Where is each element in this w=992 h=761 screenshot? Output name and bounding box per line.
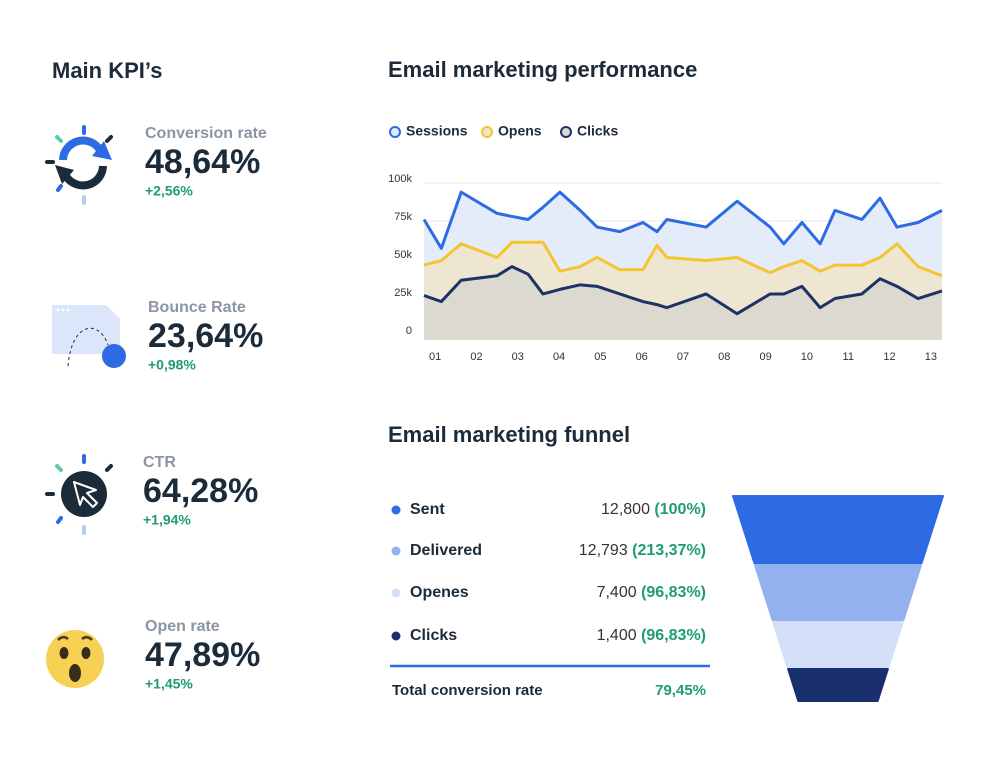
- row-value: 12,793 (213,37%): [579, 542, 706, 559]
- kpi-title: Main KPI’s: [52, 58, 162, 83]
- kpi-change: +1,94%: [143, 512, 191, 528]
- row-name: Delivered: [410, 542, 482, 559]
- total-value: 79,45%: [655, 682, 706, 699]
- y-tick-label: 100k: [388, 173, 412, 185]
- chart: 0 25k 50k 75k 100k 01 02 03 04 05 06 07 08 09 10 11 12 13…: [388, 123, 943, 363]
- total-label: Total conversion rate: [392, 682, 543, 699]
- kpi-value: 47,89%: [145, 636, 260, 674]
- x-tick-label: 02: [470, 351, 482, 363]
- kpi-label: Open rate: [145, 618, 220, 635]
- x-tick-label: 05: [594, 351, 606, 363]
- kpi-label: Bounce Rate: [148, 299, 246, 316]
- share: (96,83%): [641, 627, 706, 644]
- row-name: Openes: [410, 584, 469, 601]
- y-tick-label: 0: [406, 325, 412, 337]
- bullet: [391, 505, 401, 515]
- legend-label: Opens: [498, 123, 542, 139]
- x-tick-label: 13: [925, 351, 937, 363]
- kpi-change: +2,56%: [145, 183, 193, 199]
- kpi-change: +1,45%: [145, 676, 193, 692]
- share: (96,83%): [641, 584, 706, 601]
- share: (213,37%): [632, 542, 706, 559]
- x-tick-label: 01: [429, 351, 441, 363]
- bullet: [391, 631, 401, 641]
- line: [423, 240, 943, 278]
- x-tick-label: 11: [843, 351, 854, 363]
- funnel-segment: [732, 495, 944, 564]
- legend-marker: [560, 126, 572, 138]
- line: [422, 190, 943, 250]
- bullet: [391, 546, 401, 556]
- kpi-label: Conversion rate: [145, 125, 267, 142]
- funnel-segment: [787, 668, 889, 702]
- conversion-icon: [45, 125, 113, 205]
- value: 12,800: [601, 501, 650, 518]
- x-tick-label: 12: [883, 351, 895, 363]
- kpi-value: 23,64%: [148, 317, 263, 355]
- y-tick-label: 50k: [394, 249, 412, 261]
- row-value: 1,400 (96,83%): [597, 627, 706, 644]
- value: 1,400: [597, 627, 637, 644]
- y-tick-label: 75k: [394, 211, 412, 223]
- funnel-title: Email marketing funnel: [388, 422, 630, 447]
- line: [423, 265, 943, 316]
- y-tick-label: 25k: [394, 287, 412, 299]
- x-tick-label: 10: [801, 351, 813, 363]
- emoji-icon: [46, 630, 104, 688]
- x-tick-label: 06: [636, 351, 648, 363]
- x-tick-label: 08: [718, 351, 730, 363]
- row-value: 12,800 (100%): [601, 501, 706, 518]
- share: (100%): [654, 501, 706, 518]
- legend-marker: [481, 126, 493, 138]
- x-tick-label: 04: [553, 351, 565, 363]
- kpi-change: +0,98%: [148, 357, 196, 373]
- row-value: 7,400 (96,83%): [597, 584, 706, 601]
- value: 7,400: [597, 584, 637, 601]
- row-name: Clicks: [410, 627, 457, 644]
- kpi-value: 64,28%: [143, 472, 258, 510]
- funnel-segment: [772, 621, 904, 668]
- kpi-label: CTR: [143, 454, 176, 471]
- funnel-segment: [753, 564, 923, 621]
- value: 12,793: [579, 542, 628, 559]
- kpi-value: 48,64%: [145, 143, 260, 181]
- row-name: Sent: [410, 501, 445, 518]
- legend-marker: [389, 126, 401, 138]
- legend-label: Clicks: [577, 123, 618, 139]
- bullet: [391, 588, 401, 598]
- funnel: Sent 12,800 (100%) Delivered 12,793 (213,37…: [391, 495, 944, 702]
- ctr-icon: [45, 454, 113, 535]
- x-tick-label: 03: [512, 351, 524, 363]
- x-tick-label: 09: [759, 351, 771, 363]
- x-tick-label: 07: [677, 351, 689, 363]
- bounce-icon: [52, 305, 126, 368]
- chart-title: Email marketing performance: [388, 57, 697, 82]
- legend-label: Sessions: [406, 123, 468, 139]
